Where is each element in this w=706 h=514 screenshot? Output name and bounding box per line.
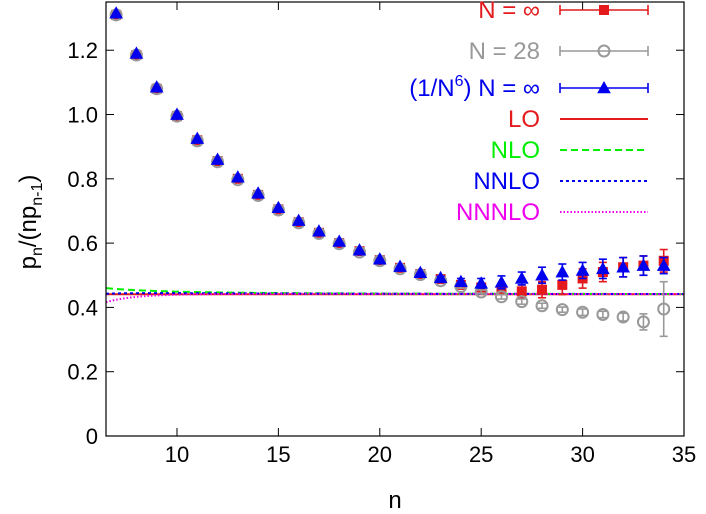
data-point (494, 275, 509, 288)
legend: N = ∞ N = 28 (1/N6) N = ∞ LO NLO NNLO NNNLO (409, 0, 649, 226)
legend-marker (597, 80, 611, 94)
legend-label: N = ∞ (478, 0, 540, 24)
series-circle (109, 8, 671, 338)
data-point (516, 286, 527, 297)
points-layer (109, 6, 671, 338)
data-point (372, 252, 387, 265)
y-tick-label: 1.2 (67, 38, 98, 63)
curves-layer (106, 287, 684, 304)
data-point (149, 80, 164, 93)
y-tick-label: 0.6 (67, 231, 98, 256)
data-point (312, 224, 326, 237)
data-point (454, 274, 468, 287)
data-point (332, 234, 347, 247)
data-point (636, 258, 651, 271)
data-point (596, 261, 610, 275)
y-tick-label: 0.8 (67, 167, 98, 192)
x-tick-label: 25 (469, 442, 493, 467)
legend-label: N = 28 (469, 38, 540, 65)
data-point (555, 265, 570, 278)
y-tick-label: 0.4 (67, 295, 98, 320)
y-tick-label: 1.0 (67, 103, 98, 128)
x-tick-label: 30 (570, 442, 594, 467)
y-tick-label: 0 (86, 424, 98, 449)
legend-marker (599, 5, 609, 15)
legend-label: NNNLO (456, 199, 540, 226)
legend-label: NNLO (473, 168, 540, 195)
data-point (109, 6, 123, 19)
plot-frame (105, 1, 685, 437)
data-point (576, 305, 590, 319)
data-point (555, 303, 569, 317)
data-point (596, 307, 610, 321)
data-point (170, 107, 184, 120)
x-tick-label: 15 (266, 442, 290, 467)
data-point (433, 270, 448, 284)
legend-label: (1/N6) N = ∞ (409, 73, 540, 102)
data-point (514, 271, 529, 284)
series-square (111, 9, 669, 299)
data-point (190, 131, 205, 144)
legend-label: NLO (491, 137, 540, 164)
data-point (515, 295, 529, 309)
data-point (352, 243, 367, 256)
data-point (535, 268, 549, 281)
data-point (393, 259, 407, 272)
data-point (291, 213, 306, 226)
data-point (413, 265, 428, 278)
y-axis: 0 0.2 0.4 0.6 0.8 1.0 1.2 (67, 38, 684, 449)
data-point (271, 200, 286, 214)
y-tick-label: 0.2 (67, 360, 98, 385)
data-point (251, 186, 265, 199)
x-tick-label: 10 (165, 442, 189, 467)
data-point (129, 46, 144, 59)
data-point (474, 276, 489, 289)
data-point (616, 260, 631, 273)
y-axis-label: pn/(npn-1) (15, 175, 46, 270)
legend-label: LO (508, 106, 540, 133)
curve-nnlo (106, 292, 684, 296)
data-point (616, 310, 630, 324)
series-triangle (109, 6, 671, 290)
data-point (656, 258, 671, 271)
data-point (230, 170, 245, 183)
data-point (494, 290, 508, 304)
x-axis-label: n (388, 487, 401, 514)
data-point (636, 315, 650, 329)
x-tick-label: 20 (368, 442, 392, 467)
x-axis: 10 15 20 25 30 35 (165, 2, 696, 467)
data-point (537, 284, 548, 295)
data-point (535, 299, 549, 313)
x-tick-label: 35 (672, 442, 696, 467)
data-point (575, 263, 590, 276)
data-point (210, 152, 225, 165)
data-point (557, 279, 568, 290)
data-point (657, 302, 671, 316)
legend-marker (597, 44, 611, 58)
